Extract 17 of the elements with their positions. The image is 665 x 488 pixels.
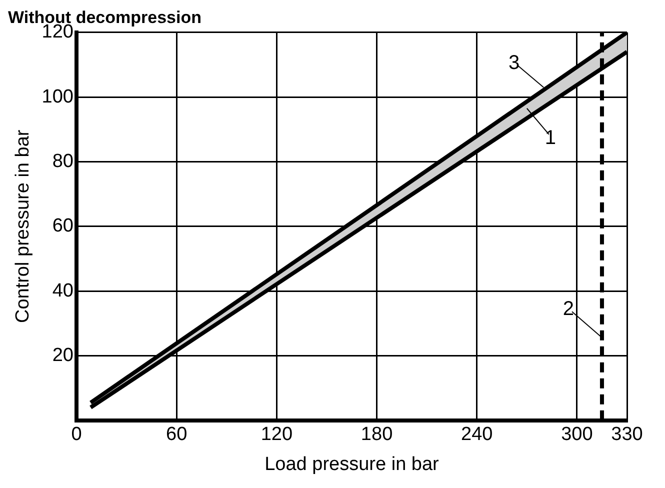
x-tick-label: 60 bbox=[166, 424, 188, 446]
x-tick-label: 300 bbox=[561, 424, 593, 446]
y-tick-label: 40 bbox=[52, 280, 74, 302]
y-tick-label: 60 bbox=[52, 216, 74, 237]
x-tick-label: 240 bbox=[461, 424, 493, 446]
y-axis-title: Control pressure in bar bbox=[12, 129, 34, 324]
annotation: 1 bbox=[544, 126, 556, 149]
y-tick-label: 100 bbox=[42, 86, 74, 108]
x-tick-label: 120 bbox=[260, 424, 293, 446]
annotation: 3 bbox=[508, 52, 520, 74]
y-tick-label: 20 bbox=[52, 344, 74, 366]
annotation: 2 bbox=[562, 298, 574, 320]
x-tick-label: 330 bbox=[611, 424, 643, 446]
x-tick-label: 0 bbox=[71, 424, 82, 446]
y-tick-label: 80 bbox=[52, 150, 74, 172]
x-tick-label: 180 bbox=[360, 424, 393, 446]
x-axis-title: Load pressure in bar bbox=[264, 454, 440, 475]
